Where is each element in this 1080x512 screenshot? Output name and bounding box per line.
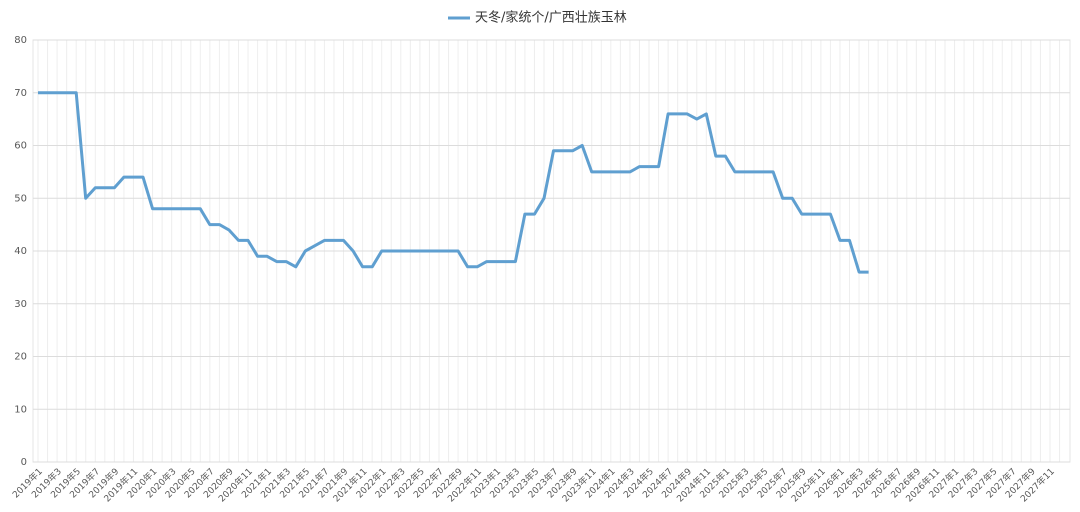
y-tick-label: 70 — [14, 88, 27, 99]
y-tick-label: 10 — [14, 404, 27, 415]
y-tick-label: 30 — [14, 299, 27, 310]
y-tick-label: 0 — [21, 457, 27, 468]
y-tick-label: 20 — [14, 352, 27, 363]
legend-label: 天冬/家统个/广西壮族玉林 — [475, 10, 627, 26]
y-tick-label: 50 — [14, 193, 27, 204]
y-tick-label: 80 — [14, 35, 27, 46]
series-line — [38, 91, 869, 274]
y-tick-label: 60 — [14, 141, 27, 152]
y-tick-label: 40 — [14, 246, 27, 257]
